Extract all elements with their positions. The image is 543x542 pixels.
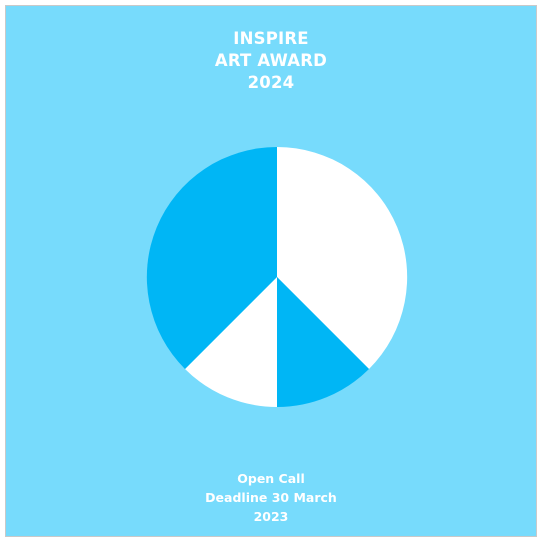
emblem-segment-left xyxy=(146,146,277,369)
title-line-1: INSPIRE xyxy=(233,29,309,48)
title-line-3: 2024 xyxy=(247,73,295,92)
footer-line-3: 2023 xyxy=(253,509,289,524)
title-line-2: ART AWARD xyxy=(214,51,328,70)
footer-line-1: Open Call xyxy=(237,471,305,486)
emblem-segment-right xyxy=(277,146,408,369)
poster-footer: Open Call Deadline 30 March 2023 xyxy=(6,469,536,526)
footer-line-2: Deadline 30 March xyxy=(205,490,337,505)
poster: INSPIRE ART AWARD 2024 Open Call Deadlin… xyxy=(5,5,537,537)
emblem-segment-bottom-left xyxy=(185,277,277,408)
peace-sign-icon xyxy=(146,146,408,408)
poster-title: INSPIRE ART AWARD 2024 xyxy=(6,28,536,94)
emblem-segment-bottom-right xyxy=(277,277,369,408)
